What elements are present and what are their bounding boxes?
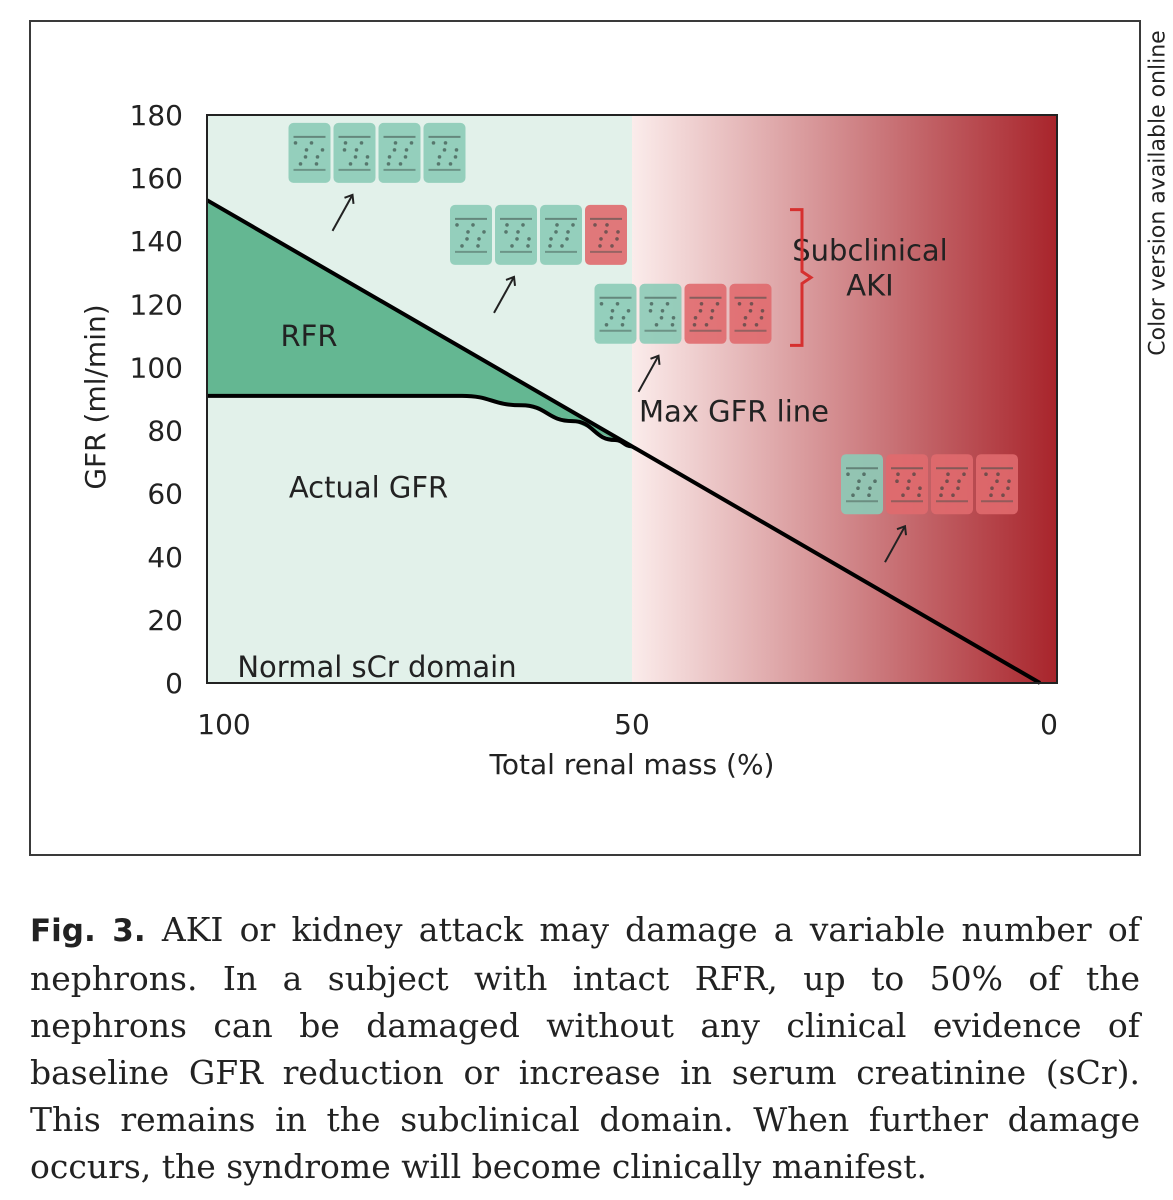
healthy-nephron-icon — [423, 122, 466, 183]
healthy-nephron-icon — [841, 454, 883, 515]
gfr-chart: 0 20 40 60 80 100 120 140 160 180 100 50 0 RFR Actual… — [79, 99, 1058, 781]
rfr-label: RFR — [281, 319, 338, 353]
figure-caption: Fig. 3. AKI or kidney attack may damage … — [30, 906, 1140, 1190]
axis-ticks: 0 20 40 60 80 100 120 140 160 180 100 50 0 — [130, 99, 1058, 741]
y-tick-label: 80 — [147, 415, 183, 448]
arrow-icon — [637, 355, 660, 393]
damage-domain-region — [632, 115, 1057, 683]
arrowhead-icon — [896, 524, 907, 536]
y-tick-label: 60 — [147, 478, 183, 511]
damaged-nephron-icon — [931, 454, 973, 515]
damaged-nephron-icon — [886, 454, 928, 515]
color-version-note: Color version available online — [1145, 20, 1171, 365]
aki-label: AKI — [846, 268, 893, 302]
x-axis-label: Total renal mass (%) — [489, 748, 775, 781]
subclinical-label: Subclinical — [792, 234, 947, 268]
y-axis-label: GFR (ml/min) — [79, 304, 112, 489]
y-tick-label: 120 — [130, 288, 183, 321]
arrow-icon — [493, 276, 515, 314]
normal-scr-domain-label: Normal sCr domain — [237, 650, 516, 684]
y-tick-label: 40 — [147, 541, 183, 574]
nephron-group — [450, 204, 627, 314]
healthy-nephron-icon — [540, 204, 582, 265]
nephron-group — [288, 122, 466, 232]
max-gfr-line-label: Max GFR line — [639, 395, 829, 429]
arrowhead-icon — [505, 275, 516, 287]
healthy-nephron-icon — [378, 122, 421, 183]
damaged-nephron-icon — [585, 204, 627, 265]
nephron-group — [841, 454, 1018, 563]
color-version-text: Color version available online — [1145, 29, 1171, 356]
damaged-nephron-icon — [729, 283, 772, 344]
x-tick-label: 100 — [197, 708, 250, 741]
plot-border — [206, 114, 1058, 684]
figure-label: Fig. 3. — [30, 913, 146, 949]
damaged-nephron-icon — [976, 454, 1018, 515]
annotations: RFR Actual GFR Normal sCr domain Max GFR li… — [237, 208, 948, 684]
nephron-group — [594, 283, 772, 393]
y-tick-label: 100 — [130, 351, 183, 384]
arrow-icon — [884, 525, 906, 563]
healthy-nephron-icon — [594, 283, 637, 344]
caption-text: AKI or kidney attack may damage a variab… — [30, 910, 1140, 1186]
arrow-icon — [331, 194, 354, 232]
healthy-nephron-icon — [450, 204, 492, 265]
series-lines — [205, 198, 1042, 685]
x-tick-label: 0 — [1040, 708, 1058, 741]
damaged-nephron-icon — [684, 283, 727, 344]
normal-domain-region — [207, 115, 632, 683]
healthy-nephron-icon — [333, 122, 376, 183]
healthy-nephron-icon — [639, 283, 682, 344]
nephron-groups — [288, 122, 1018, 563]
y-tick-label: 140 — [130, 225, 183, 258]
arrowhead-icon — [650, 354, 661, 365]
healthy-nephron-icon — [495, 204, 537, 265]
y-tick-label: 20 — [147, 604, 183, 637]
y-tick-label: 0 — [165, 667, 183, 700]
actual-gfr-label: Actual GFR — [289, 470, 448, 504]
actual-gfr-line — [207, 393, 633, 449]
arrowhead-icon — [344, 193, 355, 204]
subclinical-bracket — [790, 208, 814, 347]
x-tick-label: 50 — [614, 708, 650, 741]
y-tick-label: 180 — [130, 99, 183, 132]
y-tick-label: 160 — [130, 162, 183, 195]
healthy-nephron-icon — [288, 122, 331, 183]
